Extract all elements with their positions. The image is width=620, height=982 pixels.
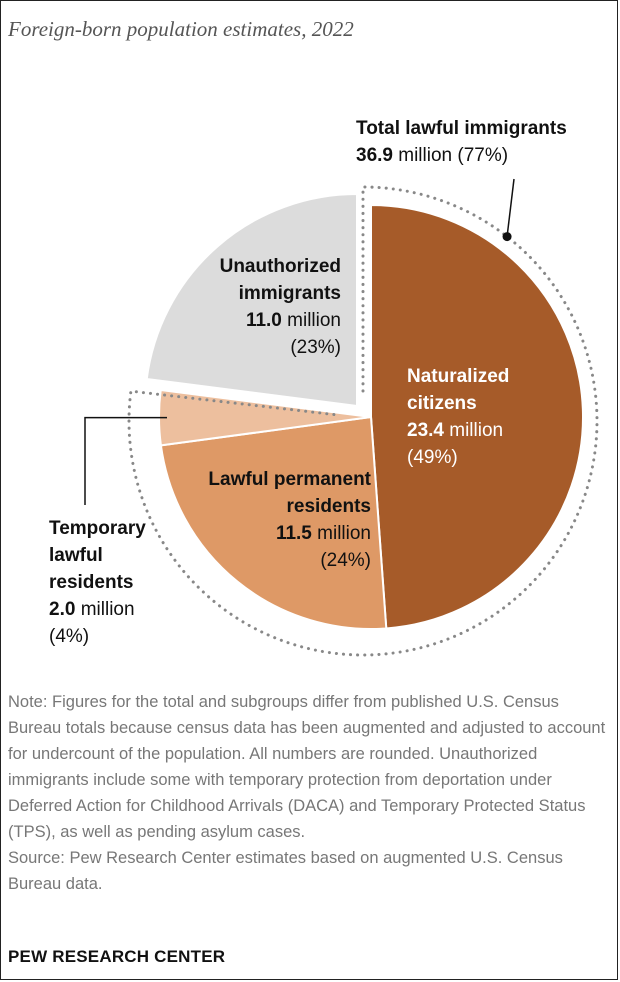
note-text: Note: Figures for the total and subgroup…	[8, 693, 606, 841]
slice-label-unauthorized-line: immigrants	[239, 283, 341, 304]
slice-value-unauthorized: 11.0 million	[246, 310, 341, 331]
brand-logo-text: PEW RESEARCH CENTER	[8, 947, 226, 966]
slice-label-permanent: Lawful permanent residents 11.5 million (24…	[208, 469, 371, 571]
pie-chart: Naturalized citizens 23.4 million (49%) Lawf…	[49, 118, 599, 657]
lawful-group-annotation: Total lawful immigrants 36.9 million (77%…	[356, 118, 567, 166]
slice-value-temporary: 2.0 million	[49, 599, 135, 620]
lawful-group-title: Total lawful immigrants	[356, 118, 567, 139]
slice-label-temporary: Temporary lawful residents 2.0 million (4%)	[49, 518, 146, 647]
chart-title: Foreign-born population estimates, 2022	[8, 17, 354, 41]
slice-percent-unauthorized: (23%)	[290, 337, 341, 358]
leader-dot-lawful-group	[502, 232, 512, 242]
chart-notes: Note: Figures for the total and subgroup…	[8, 689, 613, 897]
slice-label-naturalized-line: citizens	[407, 393, 477, 414]
leader-line-temporary	[84, 416, 168, 505]
pie-slice-unauthorized	[145, 192, 358, 408]
slice-label-unauthorized-line: Unauthorized	[220, 256, 341, 277]
slice-label-naturalized: Naturalized citizens 23.4 million (49%)	[407, 366, 509, 468]
lawful-group-value: 36.9 million (77%)	[356, 145, 508, 166]
pie-slice-naturalized	[370, 203, 584, 630]
leader-line-lawful-group	[506, 178, 515, 237]
slice-percent-permanent: (24%)	[320, 550, 371, 571]
slice-value-permanent: 11.5 million	[276, 523, 371, 544]
slice-value-naturalized: 23.4 million	[407, 420, 503, 441]
slice-percent-temporary: (4%)	[49, 626, 89, 647]
slice-label-temporary-line: Temporary	[49, 518, 146, 539]
slice-label-unauthorized: Unauthorized immigrants 11.0 million (23%)	[220, 256, 341, 358]
source-text: Source: Pew Research Center estimates ba…	[8, 849, 563, 893]
slice-label-permanent-line: residents	[287, 496, 371, 517]
slice-label-permanent-line: Lawful permanent	[208, 469, 371, 490]
slice-label-temporary-line: residents	[49, 572, 133, 593]
slice-label-temporary-line: lawful	[49, 545, 103, 566]
slice-label-naturalized-line: Naturalized	[407, 366, 509, 387]
lawful-group-dotted-outline	[127, 185, 599, 657]
pie-slice-permanent	[159, 415, 388, 630]
slice-percent-naturalized: (49%)	[407, 447, 458, 468]
